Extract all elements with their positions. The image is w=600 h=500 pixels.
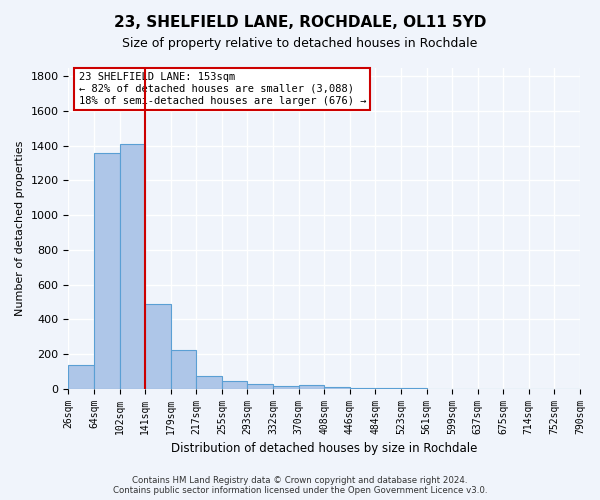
Text: 23 SHELFIELD LANE: 153sqm
← 82% of detached houses are smaller (3,088)
18% of se: 23 SHELFIELD LANE: 153sqm ← 82% of detac… bbox=[79, 72, 366, 106]
Bar bbox=[247, 384, 273, 388]
Text: Size of property relative to detached houses in Rochdale: Size of property relative to detached ho… bbox=[122, 38, 478, 51]
Y-axis label: Number of detached properties: Number of detached properties bbox=[15, 140, 25, 316]
Bar bbox=[68, 366, 94, 388]
Bar bbox=[171, 350, 196, 389]
Bar bbox=[273, 386, 299, 388]
Text: Contains HM Land Registry data © Crown copyright and database right 2024.
Contai: Contains HM Land Registry data © Crown c… bbox=[113, 476, 487, 495]
Bar bbox=[119, 144, 145, 388]
Text: 23, SHELFIELD LANE, ROCHDALE, OL11 5YD: 23, SHELFIELD LANE, ROCHDALE, OL11 5YD bbox=[114, 15, 486, 30]
X-axis label: Distribution of detached houses by size in Rochdale: Distribution of detached houses by size … bbox=[171, 442, 478, 455]
Bar bbox=[299, 385, 324, 388]
Bar bbox=[196, 376, 222, 388]
Bar bbox=[222, 381, 247, 388]
Bar bbox=[145, 304, 171, 388]
Bar bbox=[94, 154, 119, 388]
Bar bbox=[324, 387, 350, 388]
